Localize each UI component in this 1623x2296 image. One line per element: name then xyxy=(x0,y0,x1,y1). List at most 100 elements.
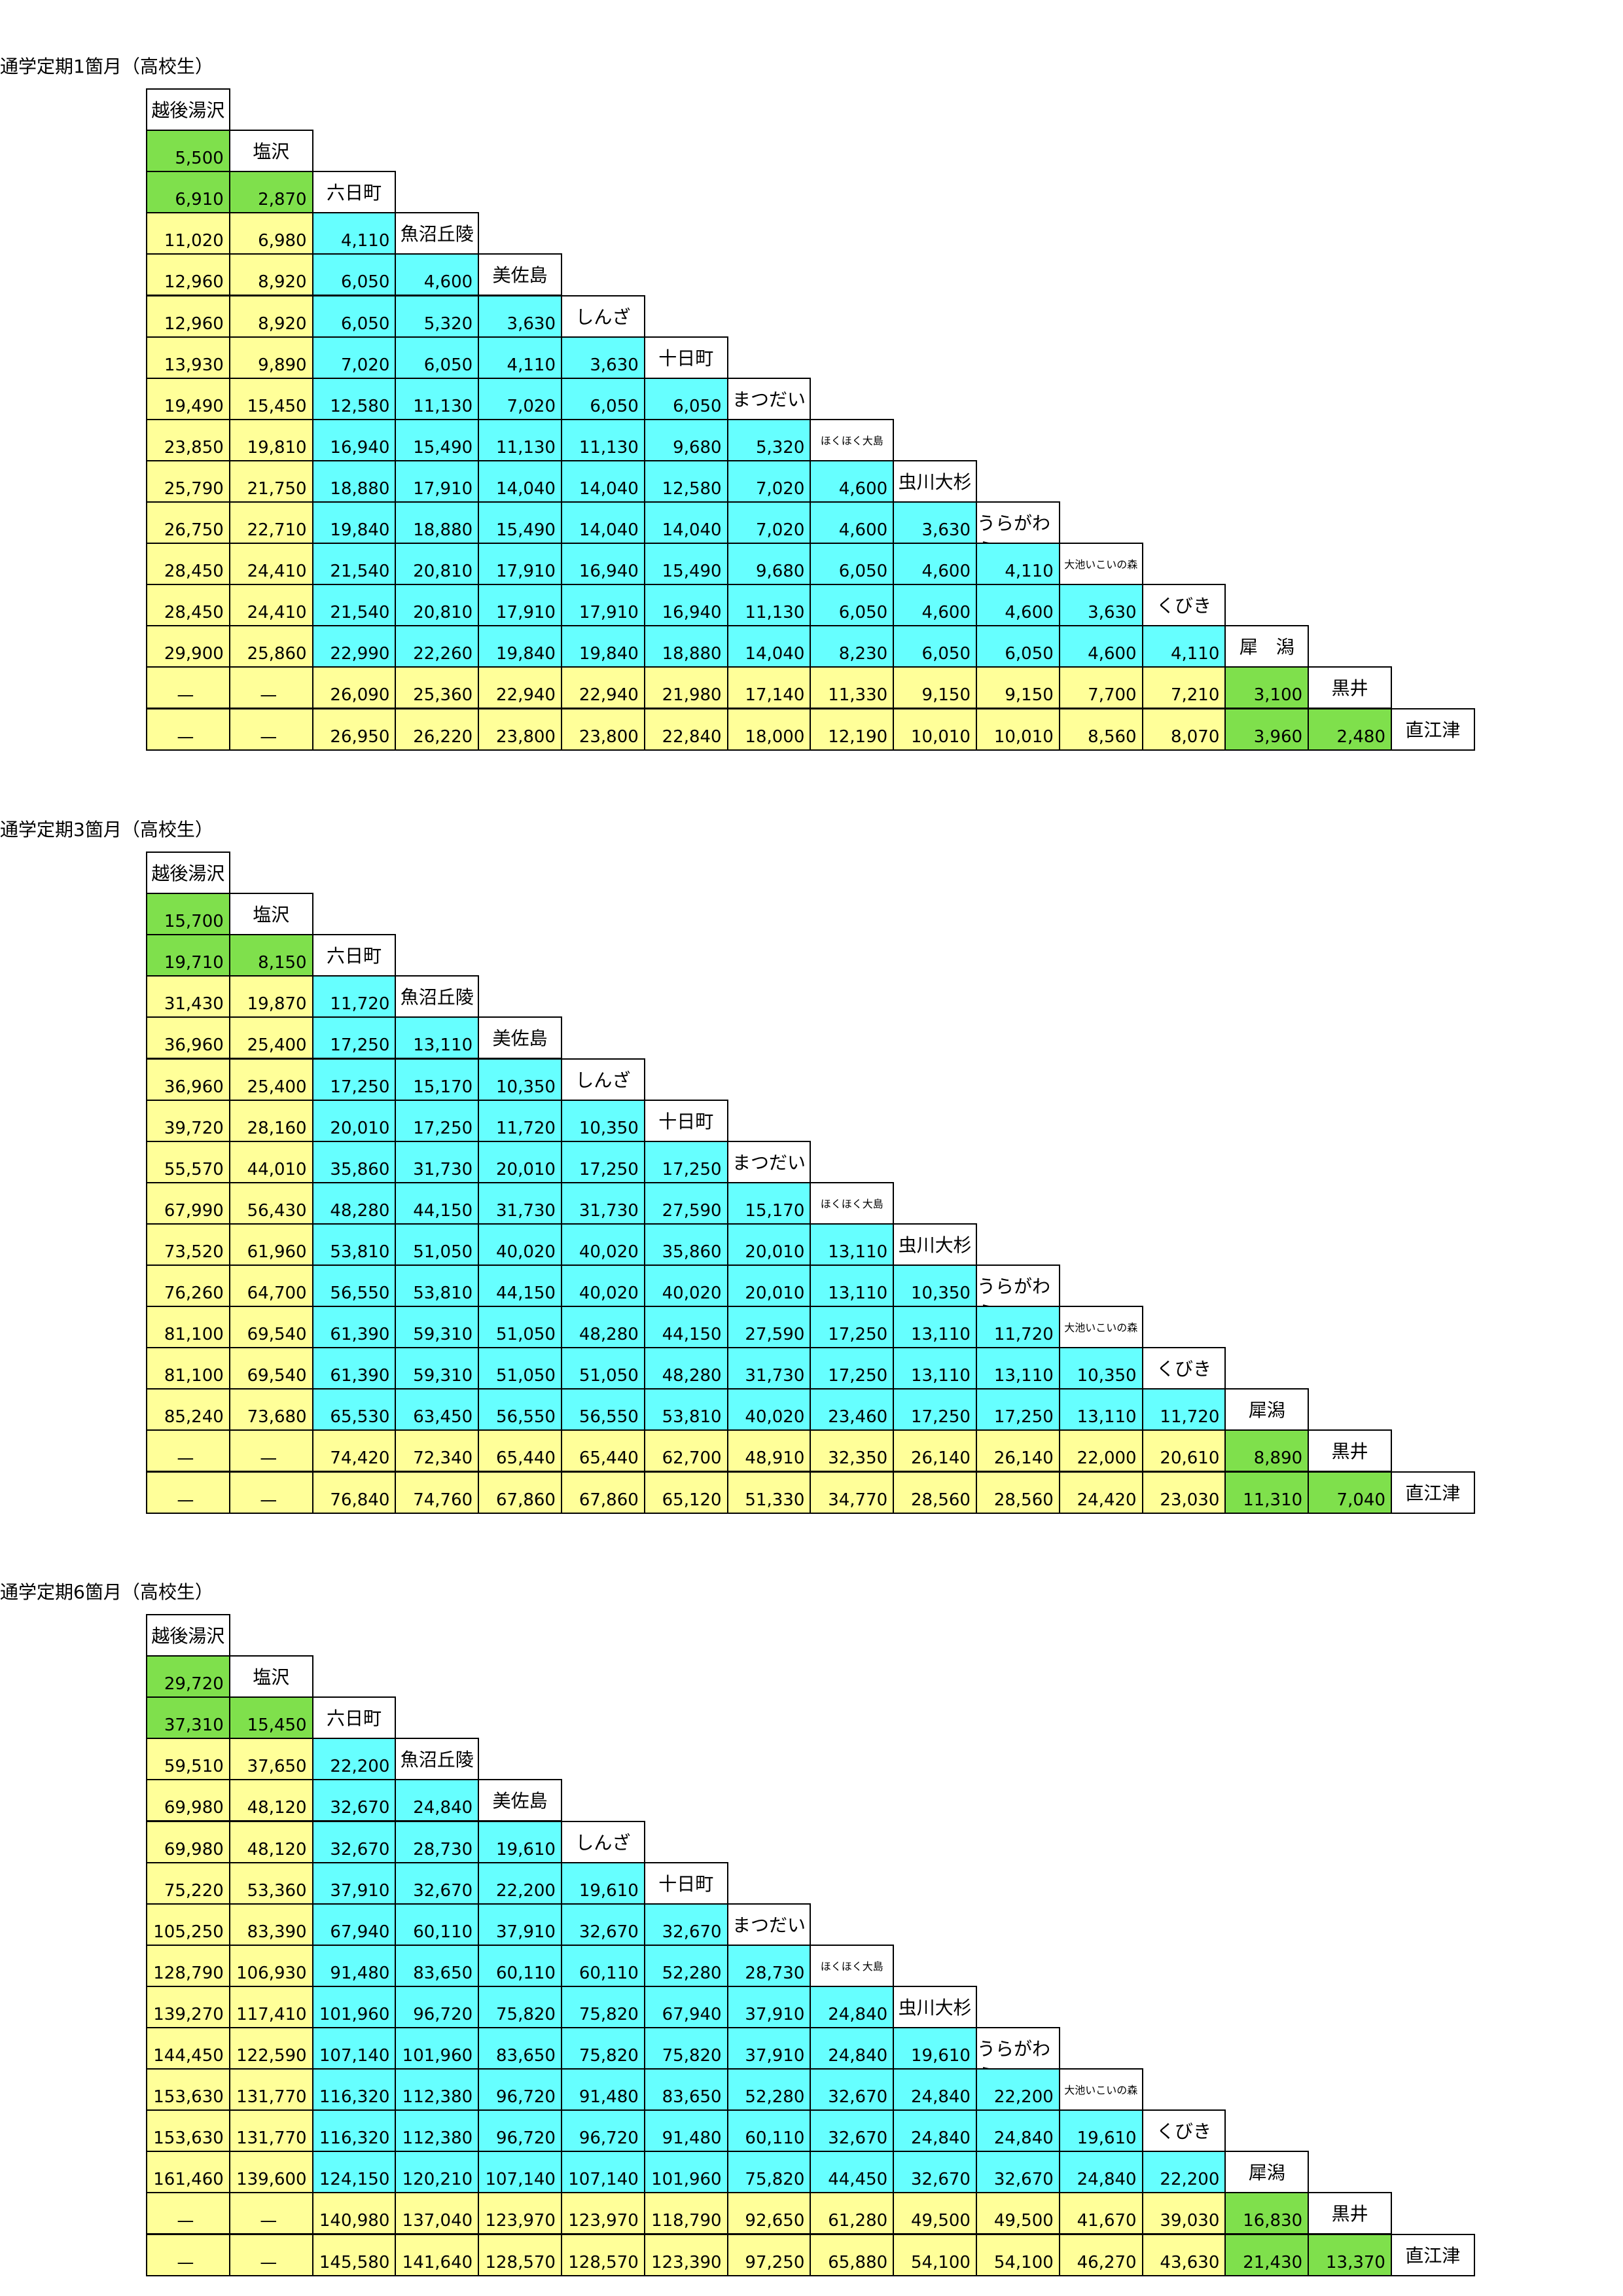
fare-cell: 48,120 xyxy=(228,1820,313,1863)
fare-cell: 6,050 xyxy=(312,253,397,296)
fare-cell: 23,800 xyxy=(478,708,562,751)
station-label: 直江津 xyxy=(1391,708,1475,751)
station-label: 大池いこいの森 xyxy=(1058,543,1143,586)
fare-cell: 140,980 xyxy=(312,2192,397,2235)
fare-cell: 37,910 xyxy=(726,1985,812,2028)
fare-cell: 32,350 xyxy=(810,1429,895,1473)
fare-cell: — xyxy=(146,2233,230,2276)
station-label: 直江津 xyxy=(1391,1471,1475,1514)
fare-cell: 4,600 xyxy=(893,584,977,627)
fare-cell: 46,270 xyxy=(1058,2233,1143,2276)
fare-cell: 11,130 xyxy=(478,418,562,461)
station-label: 越後湯沢 xyxy=(146,88,230,132)
station-label: 塩沢 xyxy=(228,130,313,173)
station-label: ほくほく大島 xyxy=(810,1944,895,1987)
fare-cell: 59,310 xyxy=(395,1306,480,1349)
fare-cell: 15,170 xyxy=(726,1181,812,1225)
fare-cell: 22,990 xyxy=(312,625,397,668)
fare-cell: 51,330 xyxy=(726,1471,812,1514)
fare-cell: 144,450 xyxy=(146,2027,230,2070)
fare-cell: 161,460 xyxy=(146,2151,230,2194)
fare-cell: 7,700 xyxy=(1058,666,1143,709)
fare-cell: 73,680 xyxy=(228,1388,313,1431)
fare-cell: 26,950 xyxy=(312,708,397,751)
fare-cell: 17,250 xyxy=(976,1388,1060,1431)
fare-cell: 39,030 xyxy=(1141,2192,1226,2235)
fare-cell: 48,280 xyxy=(643,1347,728,1390)
fare-cell: 8,920 xyxy=(228,295,313,338)
fare-cell: 18,000 xyxy=(726,708,812,751)
fare-cell: 85,240 xyxy=(146,1388,230,1431)
fare-cell: 11,130 xyxy=(726,584,812,627)
fare-cell: 96,720 xyxy=(395,1985,480,2028)
fare-cell: 5,500 xyxy=(146,130,230,173)
fare-cell: 44,150 xyxy=(395,1181,480,1225)
fare-cell: 19,610 xyxy=(478,1820,562,1863)
fare-cell: 137,040 xyxy=(395,2192,480,2235)
fare-cell: 20,010 xyxy=(478,1140,562,1183)
fare-cell: 20,810 xyxy=(395,543,480,586)
fare-cell: 14,040 xyxy=(643,501,728,545)
fare-cell: 122,590 xyxy=(228,2027,313,2070)
fare-cell: 40,020 xyxy=(643,1265,728,1308)
fare-cell: 17,140 xyxy=(726,666,812,709)
fare-cell: 25,360 xyxy=(395,666,480,709)
fare-cell: 19,610 xyxy=(561,1861,645,1905)
fare-cell: 6,050 xyxy=(893,625,977,668)
fare-cell: 28,560 xyxy=(976,1471,1060,1514)
fare-cell: 13,110 xyxy=(810,1223,895,1266)
fare-cell: 15,450 xyxy=(228,1696,313,1740)
station-label: うらがわら xyxy=(976,2027,1060,2086)
fare-cell: 101,960 xyxy=(643,2151,728,2194)
fare-cell: 75,820 xyxy=(726,2151,812,2194)
fare-cell: 12,580 xyxy=(643,459,728,503)
fare-cell: 20,010 xyxy=(726,1265,812,1308)
fare-cell: 24,840 xyxy=(976,2109,1060,2153)
fare-cell: 61,280 xyxy=(810,2192,895,2235)
fare-cell: 61,960 xyxy=(228,1223,313,1266)
fare-cell: 11,130 xyxy=(561,418,645,461)
fare-cell: 83,650 xyxy=(643,2068,728,2111)
fare-cell: 21,750 xyxy=(228,459,313,503)
fare-cell: 13,110 xyxy=(810,1265,895,1308)
fare-cell: 5,320 xyxy=(726,418,812,461)
fare-cell: 107,140 xyxy=(312,2027,397,2070)
fare-cell: 54,100 xyxy=(976,2233,1060,2276)
fare-cell: 16,940 xyxy=(561,543,645,586)
fare-cell: 40,020 xyxy=(726,1388,812,1431)
fare-cell: 37,910 xyxy=(312,1861,397,1905)
station-label: 魚沼丘陵 xyxy=(395,975,480,1018)
fare-cell: 28,450 xyxy=(146,543,230,586)
fare-cell: 96,720 xyxy=(478,2068,562,2111)
fare-cell: 13,110 xyxy=(976,1347,1060,1390)
fare-cell: 44,150 xyxy=(643,1306,728,1349)
fare-cell: 13,110 xyxy=(893,1347,977,1390)
fare-cell: 8,070 xyxy=(1141,708,1226,751)
fare-cell: 12,960 xyxy=(146,295,230,338)
fare-cell: 4,110 xyxy=(312,212,397,255)
fare-cell: 3,100 xyxy=(1224,666,1310,709)
fare-cell: 21,980 xyxy=(643,666,728,709)
fare-cell: 19,840 xyxy=(478,625,562,668)
fare-cell: 10,350 xyxy=(561,1099,645,1142)
station-label: 越後湯沢 xyxy=(146,852,230,895)
fare-cell: 128,570 xyxy=(478,2233,562,2276)
fare-cell: 60,110 xyxy=(478,1944,562,1987)
fare-cell: 65,880 xyxy=(810,2233,895,2276)
fare-cell: 23,460 xyxy=(810,1388,895,1431)
fare-cell: 53,360 xyxy=(228,1861,313,1905)
fare-cell: 83,650 xyxy=(478,2027,562,2070)
fare-cell: 44,010 xyxy=(228,1140,313,1183)
station-label: 塩沢 xyxy=(228,1655,313,1698)
fare-cell: 37,650 xyxy=(228,1738,313,1781)
fare-cell: 49,500 xyxy=(976,2192,1060,2235)
fare-cell: 10,350 xyxy=(478,1058,562,1101)
fare-cell: 72,340 xyxy=(395,1429,480,1473)
table-title: 通学定期6箇月（高校生） xyxy=(0,1581,213,1603)
fare-cell: 65,530 xyxy=(312,1388,397,1431)
station-label: くびき xyxy=(1141,584,1226,627)
fare-cell: 53,810 xyxy=(312,1223,397,1266)
fare-cell: 53,810 xyxy=(643,1388,728,1431)
station-label: うらがわら xyxy=(976,501,1060,560)
